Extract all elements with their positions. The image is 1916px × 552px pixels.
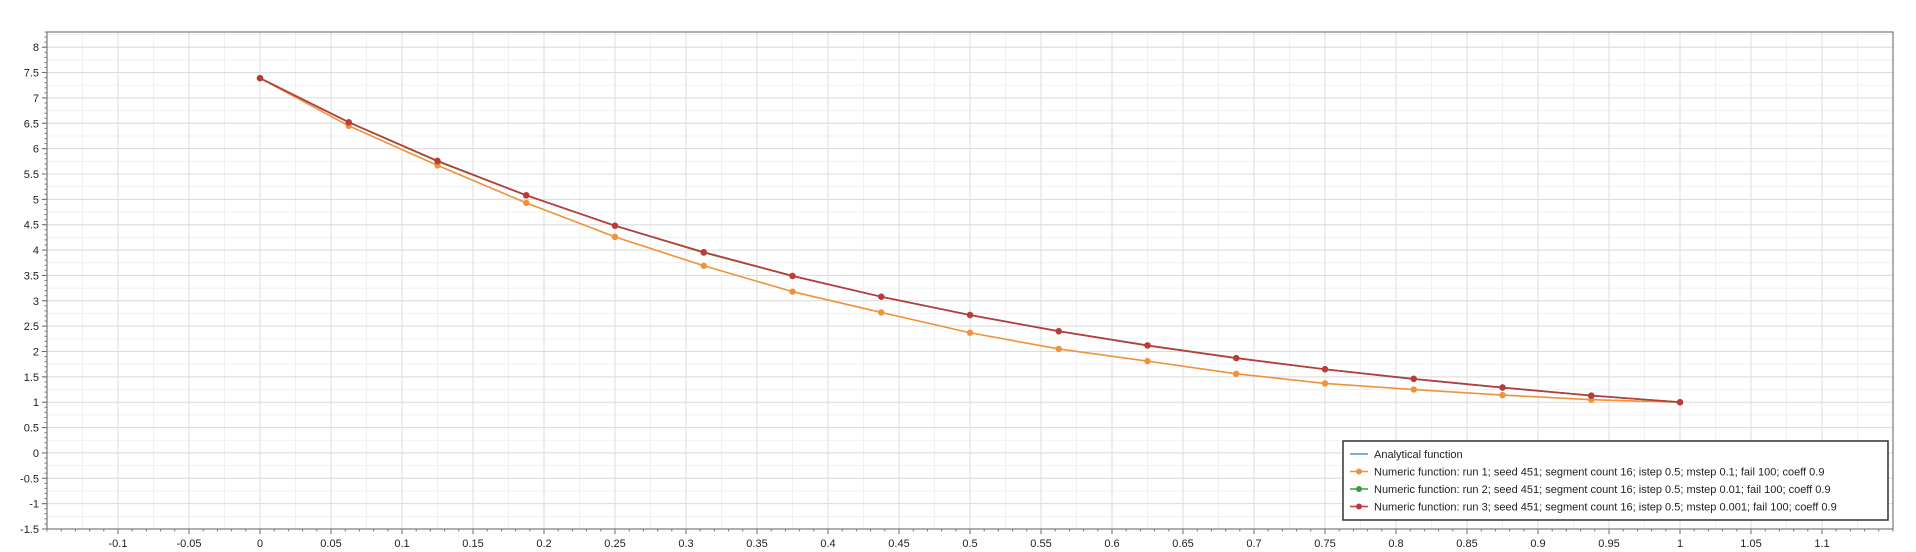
legend-marker xyxy=(1356,486,1362,492)
data-point xyxy=(1144,357,1151,365)
x-tick-label: 0.7 xyxy=(1246,538,1261,550)
legend-item: Numeric function: run 3; seed 451; segme… xyxy=(1350,502,1837,514)
legend-marker xyxy=(1356,468,1362,475)
x-tick-label: 1 xyxy=(1677,538,1683,550)
x-tick-label: 0.65 xyxy=(1172,538,1193,550)
x-tick-label: 0.85 xyxy=(1456,538,1477,550)
data-point xyxy=(966,311,974,319)
data-point xyxy=(1055,328,1062,335)
data-point xyxy=(611,233,619,241)
data-point xyxy=(1233,370,1240,378)
x-tick-label: 0.95 xyxy=(1598,538,1619,550)
x-tick-label: 0.55 xyxy=(1030,538,1051,550)
data-point xyxy=(1321,380,1329,387)
data-point xyxy=(1144,342,1151,349)
y-tick-label: 4.5 xyxy=(24,220,39,232)
y-tick-label: 0 xyxy=(33,448,39,460)
y-tick-label: 2.5 xyxy=(24,321,39,333)
x-tick-label: 0.15 xyxy=(462,538,483,550)
data-point xyxy=(1055,345,1062,353)
y-tick-label: -1.5 xyxy=(20,524,39,536)
data-point xyxy=(789,272,796,280)
y-tick-label: 8 xyxy=(33,42,39,54)
data-point xyxy=(523,192,530,199)
y-tick-label: 4 xyxy=(33,245,39,257)
legend-item: Analytical function xyxy=(1350,449,1463,461)
x-tick-label: -0.05 xyxy=(176,538,201,550)
y-tick-label: -0.5 xyxy=(20,473,39,485)
x-tick-label: 0.1 xyxy=(394,538,409,550)
x-tick-label: 0.2 xyxy=(536,538,551,550)
data-point xyxy=(1410,375,1417,383)
x-tick-label: 1.1 xyxy=(1814,538,1829,550)
y-tick-label: -1 xyxy=(29,499,39,511)
x-tick-label: -0.1 xyxy=(109,538,128,550)
series-layer xyxy=(256,74,1684,406)
x-tick-label: 0.35 xyxy=(746,538,767,550)
legend-marker xyxy=(1356,503,1362,510)
data-point xyxy=(700,248,707,256)
x-tick-label: 1.05 xyxy=(1740,538,1761,550)
legend-label: Numeric function: run 1; seed 451; segme… xyxy=(1374,467,1824,479)
y-tick-label: 3.5 xyxy=(24,270,39,282)
data-point xyxy=(878,293,885,300)
y-tick-label: 7 xyxy=(33,93,39,105)
data-point xyxy=(1499,391,1506,399)
data-point xyxy=(878,309,885,316)
data-point xyxy=(523,199,530,207)
data-point xyxy=(1321,366,1329,373)
data-point xyxy=(1676,399,1684,406)
legend-item: Numeric function: run 2; seed 451; segme… xyxy=(1350,484,1831,496)
y-tick-label: 6 xyxy=(33,144,39,156)
series-3 xyxy=(256,74,1684,406)
data-point xyxy=(611,222,619,229)
legend-item: Numeric function: run 1; seed 451; segme… xyxy=(1350,467,1824,479)
x-tick-label: 0.25 xyxy=(604,538,625,550)
y-tick-label: 1.5 xyxy=(24,372,39,384)
data-point xyxy=(345,119,352,126)
x-tick-label: 0.8 xyxy=(1388,538,1403,550)
data-point xyxy=(256,74,264,82)
y-axis: -1.5 -1 -0.5 0 0.5 1 1.5 2 2.5 3 3.5 4 4.5 5 5.5 6 6.5 7 7… xyxy=(20,31,47,536)
y-tick-label: 5.5 xyxy=(24,169,39,181)
data-point xyxy=(434,157,441,165)
x-tick-label: 0.75 xyxy=(1314,538,1335,550)
data-point xyxy=(789,288,796,295)
x-tick-label: 0.45 xyxy=(888,538,909,550)
y-tick-label: 7.5 xyxy=(24,68,39,80)
x-tick-label: 0.6 xyxy=(1104,538,1119,550)
legend-label: Numeric function: run 3; seed 451; segme… xyxy=(1374,502,1837,514)
grid-lines xyxy=(46,32,1894,530)
y-tick-label: 5 xyxy=(33,194,39,206)
x-axis: -0.1 -0.05 0 0.05 0.1 0.15 0.2 0.25 0.3 0.35 0.4 0.… xyxy=(46,529,1894,550)
data-point xyxy=(1499,384,1506,391)
x-tick-label: 0 xyxy=(257,538,263,550)
y-tick-label: 0.5 xyxy=(24,423,39,435)
data-point xyxy=(1233,354,1240,362)
legend-label: Numeric function: run 2; seed 451; segme… xyxy=(1374,484,1831,496)
data-point xyxy=(1410,386,1417,393)
data-point xyxy=(1588,392,1595,399)
y-tick-label: 3 xyxy=(33,296,39,308)
data-point xyxy=(966,329,974,336)
x-tick-label: 0.3 xyxy=(678,538,693,550)
x-tick-label: 0.05 xyxy=(320,538,341,550)
x-tick-label: 0.9 xyxy=(1530,538,1545,550)
legend-box xyxy=(1342,440,1889,521)
data-point xyxy=(700,262,707,269)
legend-label: Analytical function xyxy=(1374,449,1463,461)
y-tick-label: 1 xyxy=(33,397,39,409)
y-tick-label: 6.5 xyxy=(24,118,39,130)
x-tick-label: 0.4 xyxy=(820,538,835,550)
x-tick-label: 0.5 xyxy=(962,538,977,550)
y-tick-label: 2 xyxy=(33,347,39,359)
legend: Analytical function Numeric function: run… xyxy=(1342,440,1889,521)
